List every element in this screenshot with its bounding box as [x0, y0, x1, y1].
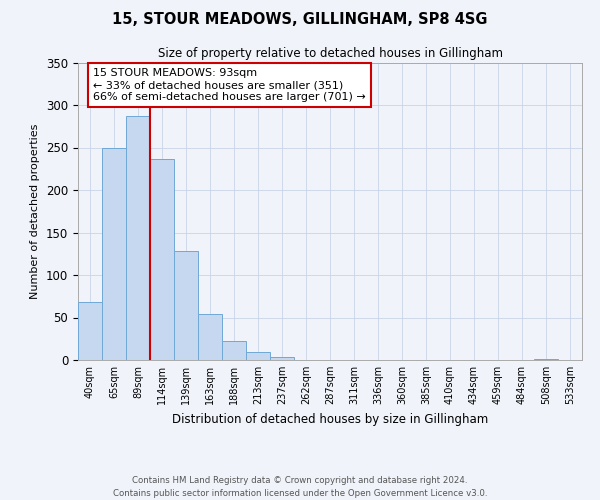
Text: 15, STOUR MEADOWS, GILLINGHAM, SP8 4SG: 15, STOUR MEADOWS, GILLINGHAM, SP8 4SG: [112, 12, 488, 28]
Bar: [151, 160, 173, 360]
Bar: [247, 352, 269, 360]
Text: Contains HM Land Registry data © Crown copyright and database right 2024.
Contai: Contains HM Land Registry data © Crown c…: [113, 476, 487, 498]
Bar: [127, 116, 149, 360]
Bar: [271, 356, 293, 360]
Title: Size of property relative to detached houses in Gillingham: Size of property relative to detached ho…: [157, 47, 503, 60]
Text: 15 STOUR MEADOWS: 93sqm
← 33% of detached houses are smaller (351)
66% of semi-d: 15 STOUR MEADOWS: 93sqm ← 33% of detache…: [93, 68, 366, 102]
Bar: [79, 302, 101, 360]
Bar: [535, 359, 557, 360]
Bar: [199, 314, 221, 360]
Bar: [103, 148, 125, 360]
Bar: [223, 342, 245, 360]
X-axis label: Distribution of detached houses by size in Gillingham: Distribution of detached houses by size …: [172, 412, 488, 426]
Bar: [175, 251, 197, 360]
Y-axis label: Number of detached properties: Number of detached properties: [31, 124, 40, 299]
